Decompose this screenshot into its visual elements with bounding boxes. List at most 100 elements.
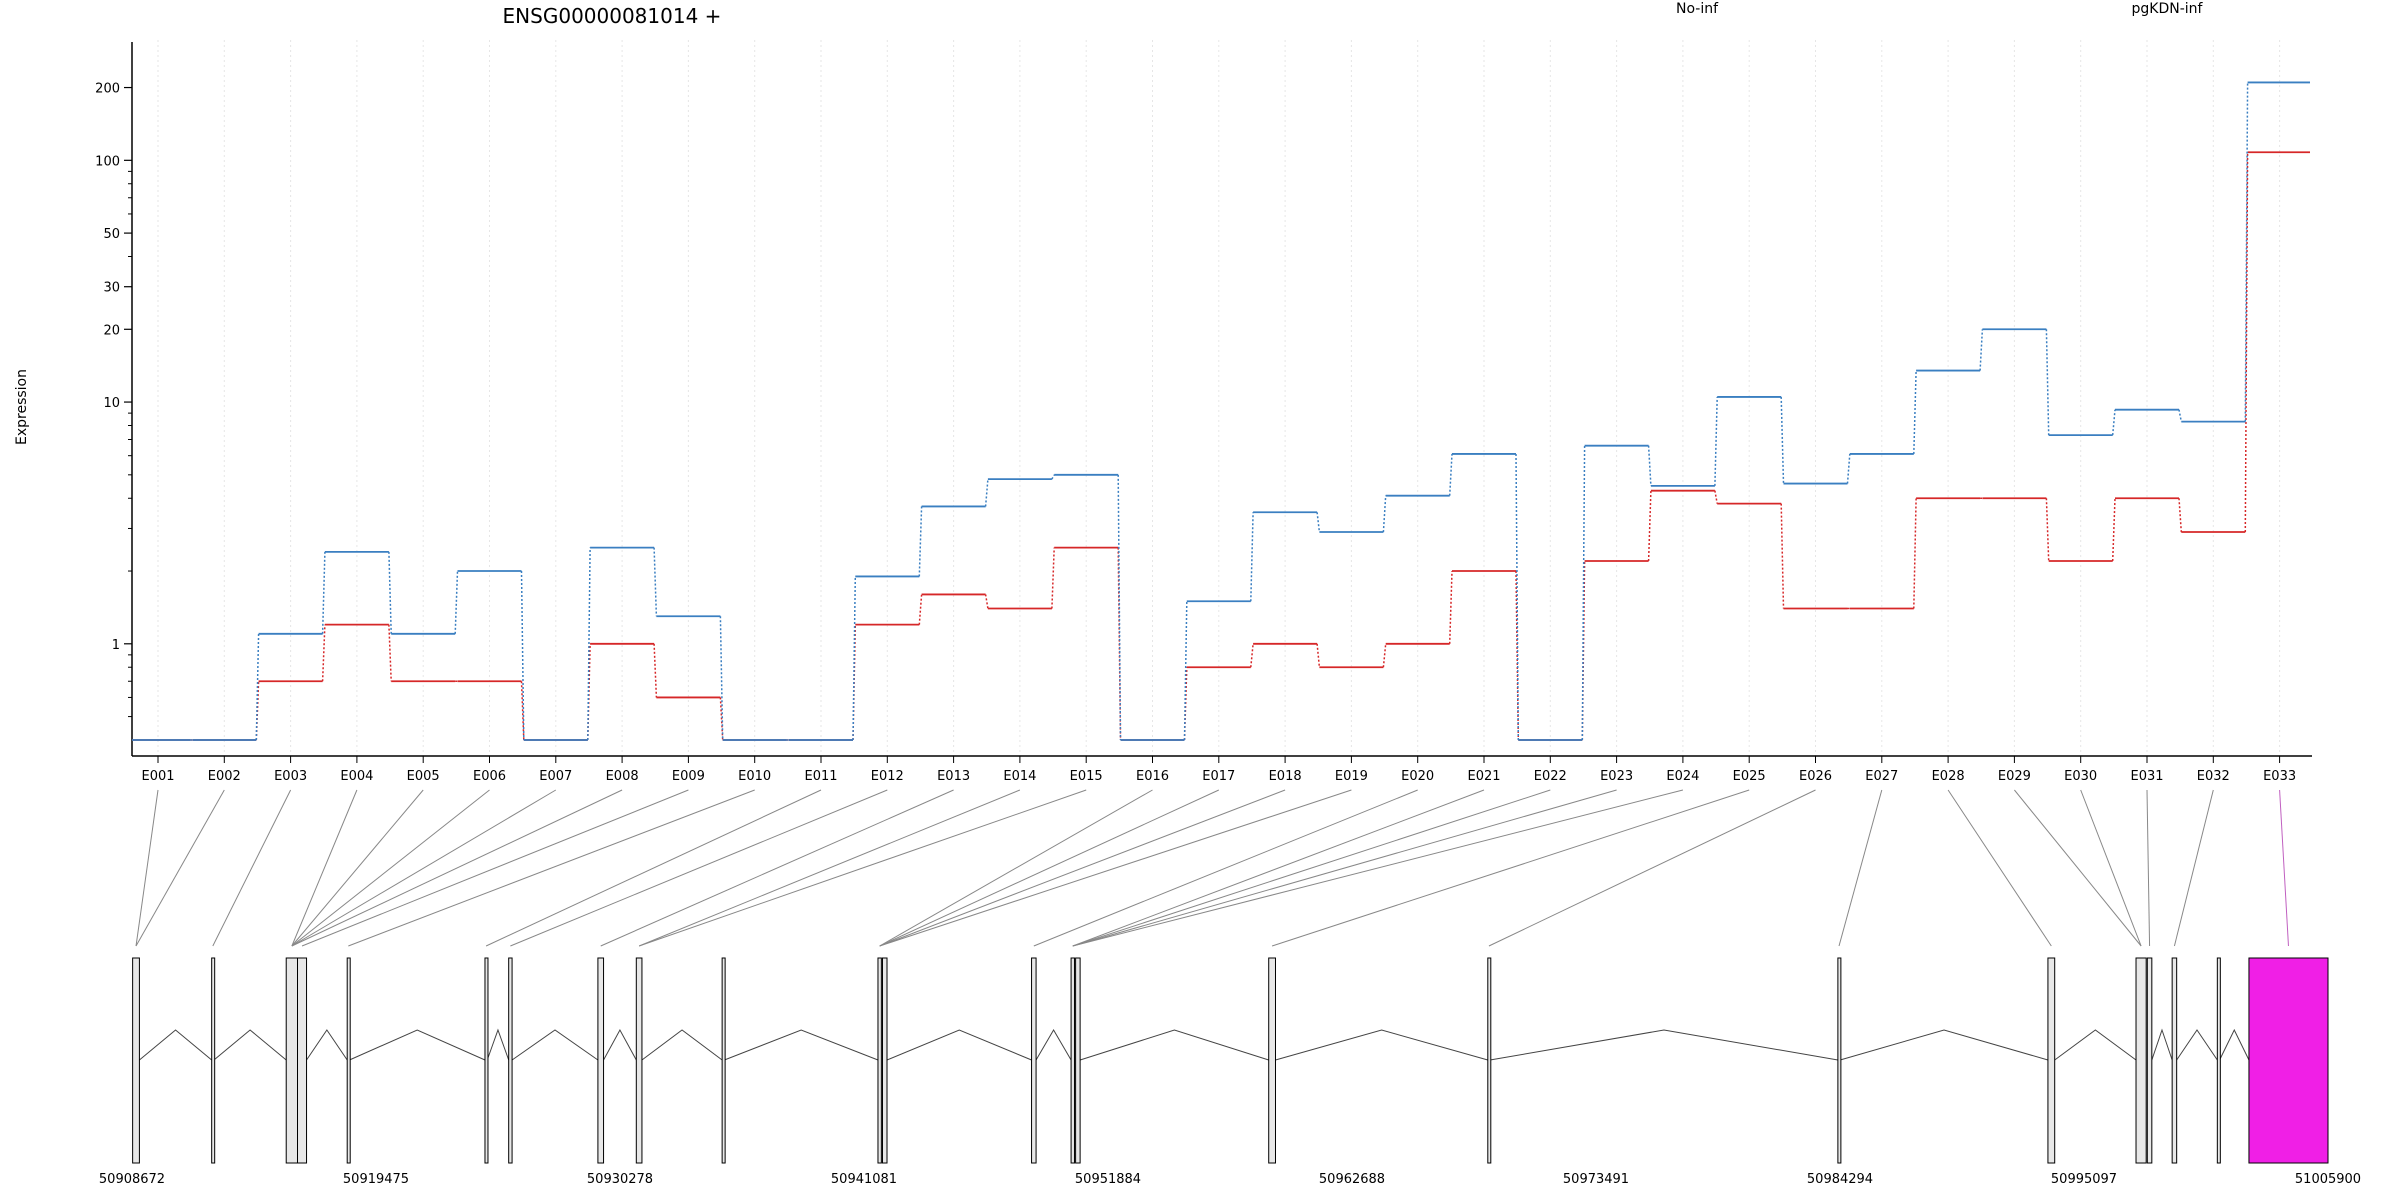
exon-label: E006 xyxy=(473,769,506,784)
coordinate-label: 51005900 xyxy=(2295,1172,2361,1187)
exon-connector xyxy=(1072,789,1684,947)
data-connector xyxy=(321,624,326,682)
exon-block xyxy=(2047,957,2056,1164)
data-connector xyxy=(1714,490,1718,504)
data-connector xyxy=(2178,409,2183,422)
exon-connector xyxy=(1271,789,1750,947)
exon-connector xyxy=(1033,789,1418,947)
exon-connector xyxy=(291,789,623,947)
coordinate-label: 50962688 xyxy=(1319,1172,1385,1187)
series-pgkdn-inf xyxy=(132,81,2310,741)
data-connector xyxy=(454,571,459,634)
data-connector xyxy=(1581,445,1586,741)
data-connector xyxy=(2111,409,2116,436)
exon-label: E027 xyxy=(1865,769,1898,784)
data-connector xyxy=(719,616,724,741)
coordinate-label: 50951884 xyxy=(1075,1172,1141,1187)
exon-label: E021 xyxy=(1467,769,1500,784)
exon-block xyxy=(1837,957,1842,1164)
y-axis: 1 10 20 30 50 100 200 xyxy=(95,42,133,756)
exon-label: E030 xyxy=(2064,769,2097,784)
intron-line xyxy=(641,1029,723,1061)
data-connector xyxy=(653,643,658,698)
exon-block xyxy=(635,957,643,1164)
y-tick-label: 100 xyxy=(95,154,120,169)
data-connector xyxy=(1979,329,1984,371)
exon-connector xyxy=(291,789,358,947)
exon-connector xyxy=(135,789,159,947)
exon-block xyxy=(1268,957,1276,1164)
exon-label: E009 xyxy=(672,769,705,784)
data-connector xyxy=(388,551,392,634)
exon-connector xyxy=(2014,789,2142,947)
exon-label: E003 xyxy=(274,769,307,784)
exon-connector xyxy=(135,789,225,947)
y-tick-label: 30 xyxy=(103,281,120,296)
exon-label: E016 xyxy=(1136,769,1169,784)
exon-block xyxy=(2216,957,2221,1164)
data-connector xyxy=(587,547,591,741)
intron-line xyxy=(2176,1029,2218,1061)
exon-connector xyxy=(291,789,490,947)
intron-line xyxy=(1489,1029,1838,1061)
coordinate-label: 50908672 xyxy=(99,1172,165,1187)
exon-connector xyxy=(638,789,1021,947)
data-connector xyxy=(1051,474,1055,480)
intron-line xyxy=(1079,1029,1269,1061)
data-connector xyxy=(1250,643,1254,668)
exon-connector-lines xyxy=(135,789,2289,947)
data-connector xyxy=(388,624,392,682)
intron-line xyxy=(724,1029,879,1061)
exon-label: E024 xyxy=(1666,769,1699,784)
coordinate-label: 50973491 xyxy=(1563,1172,1629,1187)
data-connector xyxy=(520,681,525,741)
y-tick-label: 1 xyxy=(112,638,120,653)
vertical-gridlines xyxy=(157,40,2281,756)
exon-label: E013 xyxy=(937,769,970,784)
exon-label: E007 xyxy=(539,769,572,784)
data-connector xyxy=(918,506,923,577)
exon-label: E011 xyxy=(804,769,837,784)
data-connector xyxy=(984,594,989,609)
data-connector xyxy=(1913,498,1917,609)
data-connector xyxy=(1846,453,1851,484)
exon-connector xyxy=(291,789,424,947)
intron-line xyxy=(511,1029,599,1061)
exon-connector xyxy=(2279,789,2289,947)
genomic-coordinate-axis: 50908672 50919475 50930278 50941081 50951884… xyxy=(99,1172,2361,1187)
exon-connector xyxy=(879,789,1286,947)
intron-line xyxy=(1275,1029,1488,1061)
exon-connector xyxy=(301,789,689,947)
x-axis: E001 E002 E003 E004 E005 E006 E007 E008 E009 E010… xyxy=(132,755,2312,784)
data-connector xyxy=(1316,512,1321,533)
exon-label: E022 xyxy=(1534,769,1567,784)
y-axis-label: Expression xyxy=(14,369,30,445)
exon-connector xyxy=(2173,789,2214,947)
exon-block xyxy=(211,957,216,1164)
legend-item-no-inf: No-inf xyxy=(1676,1,1719,17)
data-connector xyxy=(1183,601,1188,741)
exon-connector xyxy=(1947,789,2052,947)
exon-connector xyxy=(510,789,888,947)
exon-connector xyxy=(879,789,1220,947)
exon-label: E005 xyxy=(407,769,440,784)
exon-connector xyxy=(2146,789,2151,947)
exon-label: E002 xyxy=(208,769,241,784)
coordinate-label: 50941081 xyxy=(831,1172,897,1187)
exon-block xyxy=(508,957,513,1164)
exon-block xyxy=(721,957,726,1164)
exon-label: E020 xyxy=(1401,769,1434,784)
exon-connector xyxy=(879,789,1352,947)
intron-line xyxy=(486,1028,510,1061)
exon-block xyxy=(2171,957,2178,1164)
exon-label: E008 xyxy=(606,769,639,784)
exon-label: E029 xyxy=(1998,769,2031,784)
intron-line xyxy=(349,1029,486,1061)
exon-connector xyxy=(1072,789,1617,947)
data-connector xyxy=(1714,396,1718,486)
coordinate-label: 50930278 xyxy=(587,1172,653,1187)
data-connector xyxy=(2244,82,2249,422)
exon-label: E015 xyxy=(1070,769,1103,784)
exon-connector xyxy=(348,789,755,947)
